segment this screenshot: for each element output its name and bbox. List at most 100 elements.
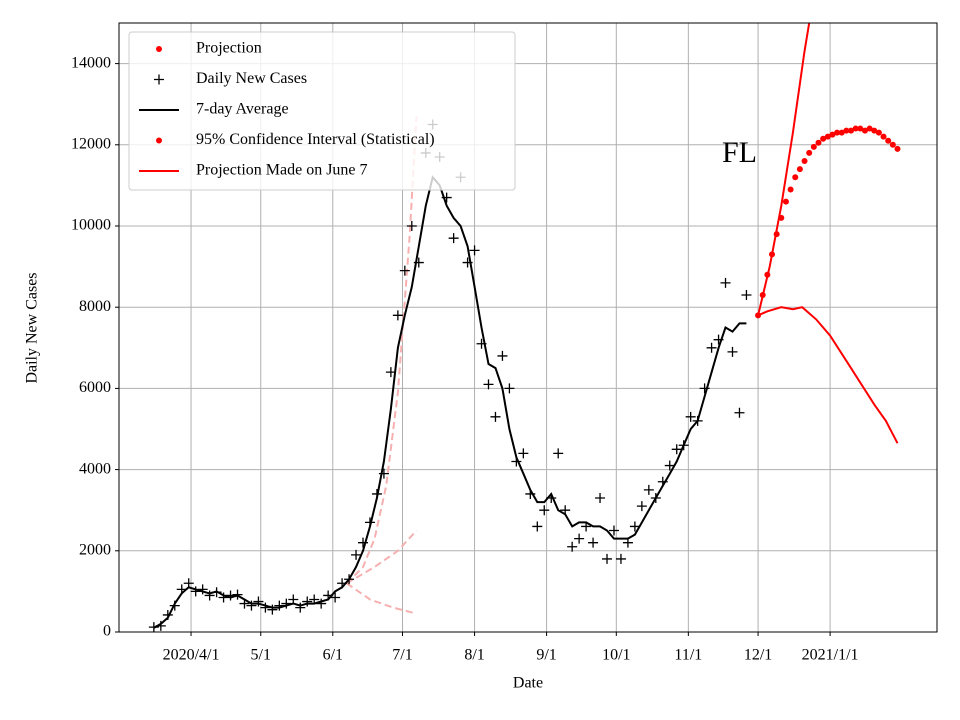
point [588,537,599,548]
point [615,553,626,564]
point [483,379,494,390]
point [581,521,592,532]
point [316,598,327,609]
point [806,149,813,156]
point [490,411,501,422]
point [685,411,696,422]
annotation: FL [722,136,757,169]
legend-label: 95% Confidence Interval (Statistical) [196,131,435,148]
x-tick-label: 12/1 [744,647,772,664]
point [469,245,480,256]
point [302,596,313,607]
point [176,584,187,595]
point [880,133,887,140]
point [504,383,515,394]
point [553,448,564,459]
x-axis-label: Date [513,675,543,692]
plot-area [148,23,901,632]
point [413,257,424,268]
point [476,338,487,349]
point [574,533,585,544]
y-tick-label: 0 [103,623,111,640]
x-tick-label: 5/1 [251,647,271,664]
point [239,598,250,609]
point [190,586,201,597]
point [511,456,522,467]
point [399,265,410,276]
point [629,521,640,532]
point [253,596,264,607]
y-tick-label: 6000 [79,379,111,396]
point [636,501,647,512]
y-tick-label: 10000 [71,217,111,234]
point [741,290,752,301]
point [664,460,675,471]
legend-key [156,46,162,52]
point [295,602,306,613]
legend-label: Projection Made on June 7 [196,162,368,179]
point [894,145,901,152]
point [288,594,299,605]
point [773,231,780,238]
point [843,127,850,134]
point [351,549,362,560]
x-tick-label: 9/1 [536,647,556,664]
point [755,312,762,319]
legend-key [156,137,162,144]
point [759,292,766,299]
series-line [153,175,747,629]
point [720,277,731,288]
point [852,125,859,132]
point [337,578,348,589]
point [218,592,229,603]
series-line [757,306,899,444]
point [801,158,808,165]
series-line [345,116,418,585]
point [643,484,654,495]
point [885,137,892,144]
point [406,221,417,231]
point [671,444,682,455]
point [364,517,375,528]
point [155,620,166,631]
point [713,334,724,345]
point [622,537,633,548]
point [815,139,822,146]
point [281,598,292,609]
legend-key [154,74,164,85]
legend-box [128,31,516,191]
point [699,383,710,394]
point [148,622,159,632]
point [866,125,873,132]
point [820,135,827,142]
point [848,127,855,134]
point [838,129,845,136]
point [875,129,882,136]
point [602,553,613,564]
series-line [346,529,418,585]
point [204,590,215,601]
point [787,186,794,193]
point [532,521,543,532]
point [162,609,173,620]
point [567,541,578,552]
y-tick-label: 14000 [71,54,111,71]
point [385,367,396,378]
point [769,251,776,258]
point [834,129,841,136]
point [678,440,689,451]
point [169,600,180,611]
point [560,505,571,516]
point [810,143,817,150]
point [441,192,452,203]
x-tick-label: 10/1 [602,647,630,664]
point [706,342,717,353]
point [497,350,508,361]
point [861,127,868,134]
point [692,415,703,426]
point [260,602,271,613]
point [211,587,222,598]
point [796,166,803,173]
point [539,505,550,516]
